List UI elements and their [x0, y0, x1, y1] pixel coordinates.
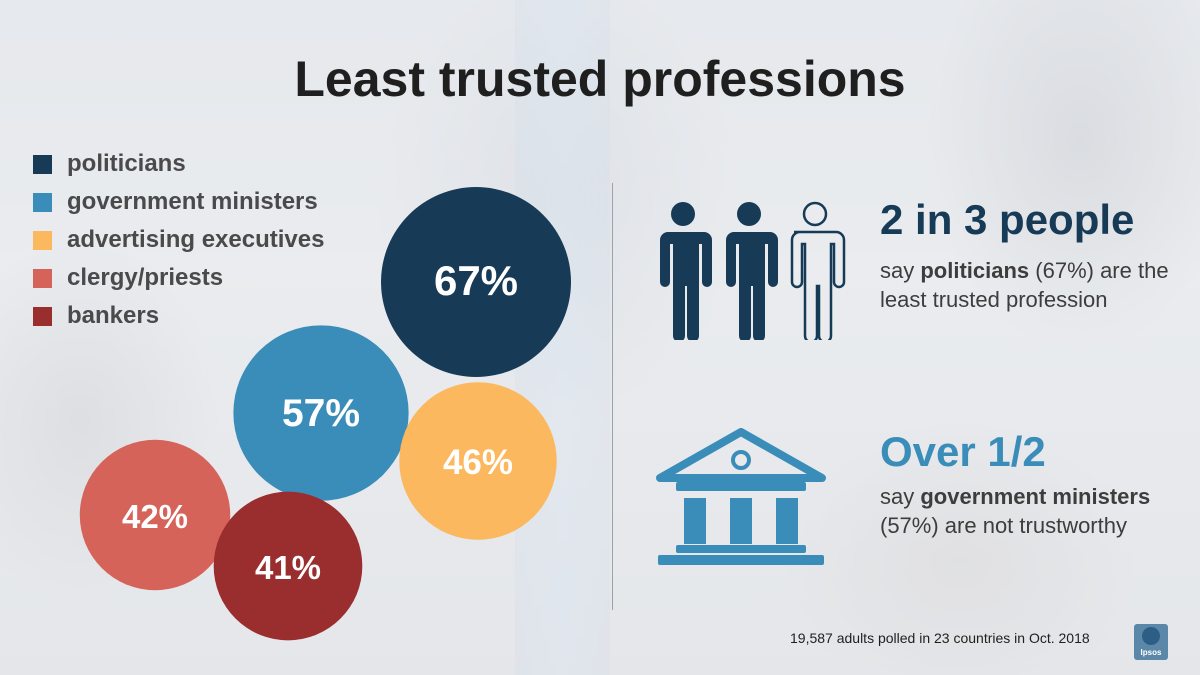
logo-mark [1142, 627, 1160, 645]
legend-label: advertising executives [67, 226, 325, 253]
person-outline-icon [790, 201, 846, 340]
bubble-advertising-executives [399, 382, 557, 540]
legend-item-government-ministers: government ministers [33, 183, 324, 221]
legend-label: government ministers [67, 188, 318, 215]
bubble-label-government-ministers: 57% [282, 392, 360, 435]
stat-text-prefix: say [880, 484, 921, 509]
ipsos-logo: Ipsos [1134, 624, 1168, 660]
stat-text-politicians: say politicians (67%) are the least trus… [880, 256, 1180, 314]
logo-text: Ipsos [1140, 648, 1162, 657]
bubble-label-clergy-priests: 42% [122, 498, 188, 535]
bubble-clergy-priests [79, 439, 231, 591]
legend-label: bankers [67, 302, 160, 329]
legend-label: clergy/priests [67, 264, 224, 291]
legend-swatch [33, 230, 52, 250]
person-filled-icon [726, 202, 778, 340]
chart-legend: politicians government ministers adverti… [33, 145, 324, 335]
people-icon [660, 201, 846, 340]
stat-text-suffix: (67%) are the least trusted profession [880, 258, 1169, 312]
bubble-label-politicians: 67% [434, 257, 518, 304]
stat-text-emphasis: politicians [920, 258, 1030, 283]
legend-item-clergy-priests: clergy/priests [33, 259, 324, 297]
bubble-label-advertising-executives: 46% [443, 443, 513, 482]
legend-swatch [33, 306, 52, 326]
legend-swatch [33, 192, 52, 212]
bubble-bankers [213, 491, 363, 641]
stat-text-suffix: (57%) are not trustworthy [880, 513, 1127, 538]
legend-item-politicians: politicians [33, 145, 324, 183]
stat-headline-ministers: Over 1/2 [880, 428, 1046, 475]
stat-text-prefix: say [880, 258, 921, 283]
legend-swatch [33, 154, 52, 174]
bubble-government-ministers [233, 325, 409, 501]
page-title: Least trusted professions [294, 51, 906, 107]
legend-item-advertising-executives: advertising executives [33, 221, 324, 259]
bubble-chart: 67% 57% 46% 42% 41% [79, 187, 571, 641]
legend-swatch [33, 268, 52, 288]
legend-item-bankers: bankers [33, 297, 324, 335]
bubble-label-bankers: 41% [255, 549, 321, 586]
stat-text-ministers: say government ministers (57%) are not t… [880, 482, 1180, 540]
government-building-icon [656, 428, 826, 565]
divider [612, 183, 613, 610]
stat-text-emphasis: government ministers [920, 484, 1151, 509]
legend-label: politicians [67, 150, 186, 177]
person-filled-icon [660, 202, 712, 340]
stat-headline-politicians: 2 in 3 people [880, 196, 1135, 243]
footnote: 19,587 adults polled in 23 countries in … [790, 630, 1090, 646]
bubble-politicians [381, 187, 571, 377]
